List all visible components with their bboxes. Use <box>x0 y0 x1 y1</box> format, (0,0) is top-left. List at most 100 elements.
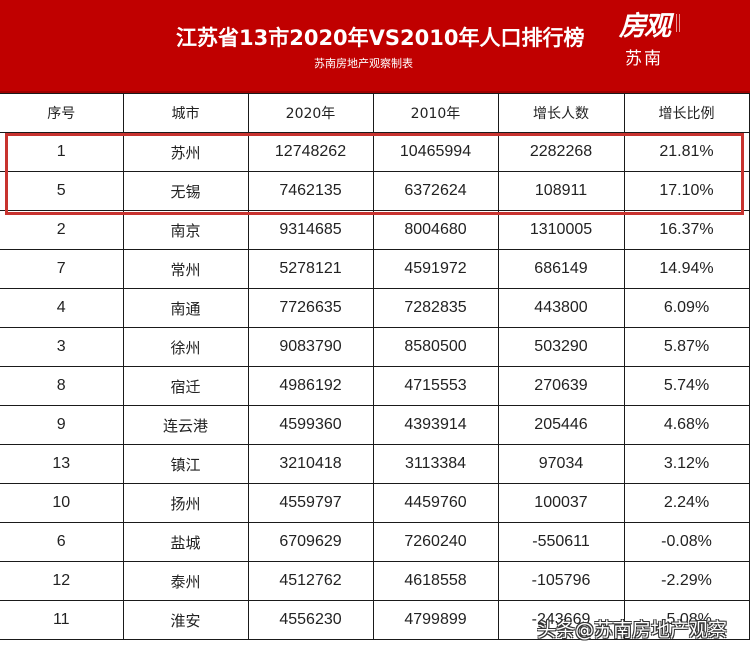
cell-growth-rate: 3.12% <box>623 444 750 484</box>
banner-subtitle: 苏南房地产观察制表 <box>314 57 413 70</box>
cell-city: 淮安 <box>122 600 249 640</box>
cell-growth-rate: 2.24% <box>623 483 750 523</box>
cell-rank: 8 <box>0 366 124 406</box>
cell-growth-rate: 5.74% <box>623 366 750 406</box>
table-row: 8 宿迁 4986192 4715553 270639 5.74% <box>0 366 750 406</box>
cell-growth-rate: 4.68% <box>623 405 750 445</box>
table-row: 1 苏州 12748262 10465994 2282268 21.81% <box>0 132 750 172</box>
cell-pop-2020: 12748262 <box>247 132 374 172</box>
cell-pop-2010: 4459760 <box>372 483 499 523</box>
cell-city: 无锡 <box>122 171 249 211</box>
cell-rank: 5 <box>0 171 124 211</box>
cell-rank: 6 <box>0 522 124 562</box>
cell-rank: 2 <box>0 210 124 250</box>
population-ranking-table: 序号 城市 2020年 2010年 增长人数 增长比例 1 苏州 1274826… <box>0 93 750 640</box>
cell-rank: 4 <box>0 288 124 328</box>
cell-pop-2020: 6709629 <box>247 522 374 562</box>
header-2020: 2020年 <box>247 93 374 133</box>
cell-city: 盐城 <box>122 522 249 562</box>
header-growth-rate: 增长比例 <box>623 93 750 133</box>
cell-city: 泰州 <box>122 561 249 601</box>
cell-growth-count: 270639 <box>497 366 625 406</box>
logo-sub-text: 苏南 <box>625 49 663 69</box>
table-row: 10 扬州 4559797 4459760 100037 2.24% <box>0 483 750 523</box>
cell-pop-2010: 8004680 <box>372 210 499 250</box>
cell-pop-2020: 4599360 <box>247 405 374 445</box>
brand-logo: 房观 苏南 <box>604 12 684 80</box>
cell-city: 扬州 <box>122 483 249 523</box>
header-city: 城市 <box>122 93 249 133</box>
cell-pop-2010: 3113384 <box>372 444 499 484</box>
title-banner: 江苏省13市2020年VS2010年人口排行榜 苏南房地产观察制表 房观 苏南 <box>0 0 750 93</box>
cell-city: 南京 <box>122 210 249 250</box>
cell-pop-2020: 4559797 <box>247 483 374 523</box>
cell-growth-rate: 17.10% <box>623 171 750 211</box>
cell-growth-count: -550611 <box>497 522 625 562</box>
cell-rank: 7 <box>0 249 124 289</box>
cell-city: 徐州 <box>122 327 249 367</box>
cell-pop-2020: 7462135 <box>247 171 374 211</box>
cell-pop-2010: 4591972 <box>372 249 499 289</box>
cell-pop-2020: 9083790 <box>247 327 374 367</box>
cell-growth-rate: -5.08% <box>623 600 750 640</box>
cell-city: 南通 <box>122 288 249 328</box>
logo-mark-icon <box>676 14 680 32</box>
cell-growth-count: 443800 <box>497 288 625 328</box>
cell-rank: 13 <box>0 444 124 484</box>
cell-growth-count: 503290 <box>497 327 625 367</box>
cell-growth-rate: 21.81% <box>623 132 750 172</box>
cell-pop-2010: 4715553 <box>372 366 499 406</box>
table-row: 11 淮安 4556230 4799899 -243669 -5.08% <box>0 600 750 640</box>
cell-growth-rate: 5.87% <box>623 327 750 367</box>
cell-growth-rate: -2.29% <box>623 561 750 601</box>
cell-pop-2020: 3210418 <box>247 444 374 484</box>
cell-growth-rate: 6.09% <box>623 288 750 328</box>
cell-pop-2010: 7260240 <box>372 522 499 562</box>
cell-growth-count: 1310005 <box>497 210 625 250</box>
table-row: 6 盐城 6709629 7260240 -550611 -0.08% <box>0 522 750 562</box>
table-row: 5 无锡 7462135 6372624 108911 17.10% <box>0 171 750 211</box>
cell-growth-count: 686149 <box>497 249 625 289</box>
table-row: 7 常州 5278121 4591972 686149 14.94% <box>0 249 750 289</box>
cell-pop-2010: 7282835 <box>372 288 499 328</box>
cell-pop-2010: 10465994 <box>372 132 499 172</box>
cell-growth-count: 97034 <box>497 444 625 484</box>
cell-city: 宿迁 <box>122 366 249 406</box>
cell-pop-2020: 4556230 <box>247 600 374 640</box>
watermark: 头条@苏南房地产观察 <box>537 619 728 641</box>
cell-pop-2020: 9314685 <box>247 210 374 250</box>
cell-pop-2010: 4799899 <box>372 600 499 640</box>
table-row: 9 连云港 4599360 4393914 205446 4.68% <box>0 405 750 445</box>
cell-growth-rate: 14.94% <box>623 249 750 289</box>
cell-city: 苏州 <box>122 132 249 172</box>
cell-pop-2010: 4393914 <box>372 405 499 445</box>
table-header-row: 序号 城市 2020年 2010年 增长人数 增长比例 <box>0 93 750 133</box>
cell-pop-2010: 6372624 <box>372 171 499 211</box>
table-row: 13 镇江 3210418 3113384 97034 3.12% <box>0 444 750 484</box>
cell-rank: 11 <box>0 600 124 640</box>
cell-pop-2020: 5278121 <box>247 249 374 289</box>
header-rank: 序号 <box>0 93 124 133</box>
cell-growth-count: 108911 <box>497 171 625 211</box>
cell-rank: 1 <box>0 132 124 172</box>
logo-main-text: 房观 <box>619 11 671 42</box>
cell-rank: 10 <box>0 483 124 523</box>
cell-growth-count: 100037 <box>497 483 625 523</box>
table-row: 2 南京 9314685 8004680 1310005 16.37% <box>0 210 750 250</box>
header-growth-count: 增长人数 <box>497 93 625 133</box>
cell-pop-2020: 7726635 <box>247 288 374 328</box>
cell-growth-count: -243669 <box>497 600 625 640</box>
cell-pop-2020: 4986192 <box>247 366 374 406</box>
header-2010: 2010年 <box>372 93 499 133</box>
table-row: 3 徐州 9083790 8580500 503290 5.87% <box>0 327 750 367</box>
cell-growth-rate: 16.37% <box>623 210 750 250</box>
cell-pop-2010: 8580500 <box>372 327 499 367</box>
cell-growth-count: 205446 <box>497 405 625 445</box>
cell-rank: 3 <box>0 327 124 367</box>
banner-title: 江苏省13市2020年VS2010年人口排行榜 <box>176 26 585 50</box>
cell-rank: 9 <box>0 405 124 445</box>
cell-growth-count: 2282268 <box>497 132 625 172</box>
table-row: 12 泰州 4512762 4618558 -105796 -2.29% <box>0 561 750 601</box>
cell-rank: 12 <box>0 561 124 601</box>
cell-pop-2010: 4618558 <box>372 561 499 601</box>
